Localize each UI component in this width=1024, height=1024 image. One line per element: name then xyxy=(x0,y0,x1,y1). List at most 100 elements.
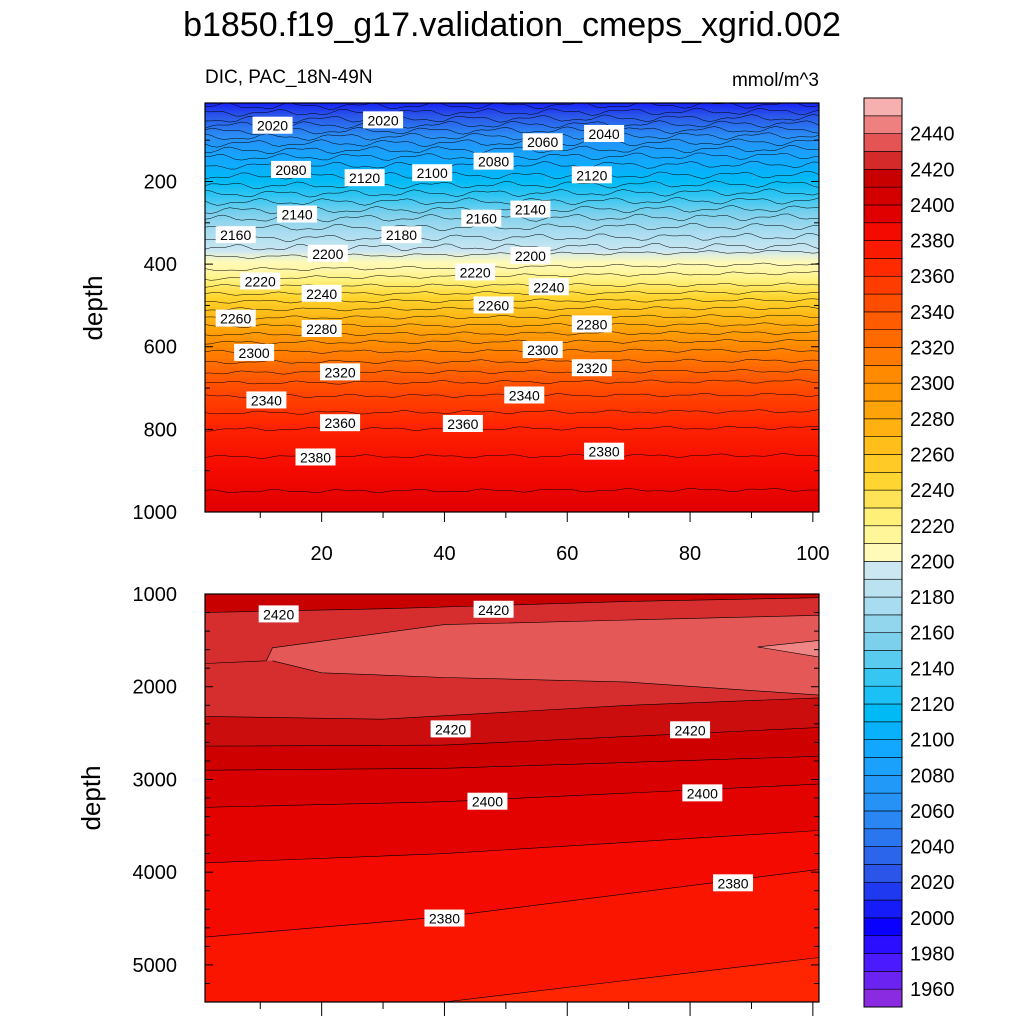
top-contour-line xyxy=(205,132,819,141)
top-contour-line xyxy=(205,409,819,415)
bottom-y-tick-label: 5000 xyxy=(133,955,178,977)
bottom-y-axis-label: depth xyxy=(76,765,106,830)
top-contour-label: 2140 xyxy=(277,205,318,223)
bottom-axes: 1000 2000 3000 4000 5000 xyxy=(133,584,819,1016)
top-contour-label-text: 2260 xyxy=(478,297,509,313)
top-contour-line xyxy=(205,271,819,281)
top-contour-line xyxy=(205,103,819,110)
top-contour-line xyxy=(205,426,819,432)
colorbar-box xyxy=(863,240,903,259)
colorbar-tick-label: 2000 xyxy=(910,908,955,930)
colorbar-box xyxy=(863,382,903,402)
bottom-contour-label-text: 2380 xyxy=(717,875,748,891)
top-contour-label-text: 2300 xyxy=(239,345,270,361)
colorbar-box xyxy=(863,846,903,865)
top-contour-line xyxy=(205,369,819,375)
colorbar-box xyxy=(863,988,903,1008)
top-contour-label-box xyxy=(528,278,569,296)
top-contour-label: 2240 xyxy=(528,278,569,296)
top-contour-label-box xyxy=(301,284,342,302)
colorbar-box xyxy=(863,971,903,990)
colorbar-box xyxy=(863,668,903,687)
top-contour-label: 2300 xyxy=(522,341,563,359)
top-contour-label-box xyxy=(510,200,551,218)
top-contour-label-text: 2280 xyxy=(306,321,337,337)
top-contour-label-text: 2340 xyxy=(251,392,282,408)
colorbar-tick-label: 2180 xyxy=(910,587,955,609)
colorbar-box xyxy=(863,828,903,847)
top-contour-line xyxy=(205,107,819,117)
bottom-filled-contours xyxy=(205,594,819,1002)
top-contour-label-text: 2020 xyxy=(367,112,398,128)
bottom-panel: 2420 2420 2420 2420 2400 2400 2380 2380 1000 200… xyxy=(76,584,820,1016)
bottom-contour-label-box xyxy=(424,909,465,927)
bottom-contour-label: 2380 xyxy=(713,874,754,892)
top-contour-label-text: 2040 xyxy=(589,126,620,142)
colorbar-box xyxy=(863,471,903,491)
top-contour-label-text: 2320 xyxy=(325,364,356,380)
top-contour-label-box xyxy=(240,272,281,290)
top-contour-label-box xyxy=(215,309,256,327)
top-contour-label: 2140 xyxy=(510,200,551,218)
top-fill-band xyxy=(205,509,819,512)
colorbar-tick-label: 2420 xyxy=(910,159,955,181)
colorbar-box xyxy=(863,222,903,241)
top-contour-label-text: 2240 xyxy=(306,286,337,302)
colorbar-box xyxy=(863,525,903,544)
bottom-contour-line xyxy=(205,615,819,664)
top-contour-line xyxy=(205,339,819,345)
bottom-contour-line xyxy=(444,957,819,1002)
top-contour-label-text: 2240 xyxy=(533,279,564,295)
colorbar: 1960 1980 2000 2020 2040 2060 2080 2100 2120 2140… xyxy=(863,97,955,1008)
colorbar-tick-label: 2300 xyxy=(910,373,955,395)
bottom-y-tick-label: 1000 xyxy=(133,584,178,606)
colorbar-tick-label: 2040 xyxy=(910,837,955,859)
top-contour-label: 2260 xyxy=(215,309,256,327)
top-y-tick-label: 400 xyxy=(144,254,177,276)
colorbar-tick-label: 2260 xyxy=(910,444,955,466)
top-contour-line xyxy=(205,379,819,385)
colorbar-box xyxy=(863,293,903,313)
top-y-tick-label: 1000 xyxy=(133,502,178,524)
colorbar-box xyxy=(863,436,903,455)
top-contour-label: 2340 xyxy=(246,391,287,409)
colorbar-tick-label: 1980 xyxy=(910,944,955,966)
top-contour-label-text: 2360 xyxy=(447,416,478,432)
units-label: mmol/m^3 xyxy=(732,70,819,91)
top-contour-label: 2120 xyxy=(571,166,612,184)
colorbar-tick-label: 2360 xyxy=(910,266,955,288)
top-x-tick-label: 80 xyxy=(679,543,701,565)
bottom-contour-label-text: 2420 xyxy=(674,722,705,738)
top-contour-label: 2080 xyxy=(270,160,311,178)
colorbar-box xyxy=(863,418,903,437)
top-contour-label: 2320 xyxy=(320,363,361,381)
top-contour-label-text: 2100 xyxy=(417,165,448,181)
top-contour-label-text: 2220 xyxy=(460,264,491,280)
colorbar-tick-label: 1960 xyxy=(910,979,955,1001)
top-contour-label-box xyxy=(522,341,563,359)
colorbar-frame xyxy=(863,97,903,1008)
top-contour-label: 2280 xyxy=(571,315,612,333)
top-contour-label-text: 2180 xyxy=(386,227,417,243)
top-contour-label-box xyxy=(363,111,404,129)
bottom-contour-label-text: 2420 xyxy=(263,606,294,622)
bottom-contour-label: 2420 xyxy=(670,721,711,739)
colorbar-box xyxy=(863,347,903,366)
colorbar-tick-label: 2280 xyxy=(910,409,955,431)
colorbar-box xyxy=(863,454,903,473)
colorbar-tick-label: 2340 xyxy=(910,302,955,324)
top-contour-label: 2360 xyxy=(442,415,483,433)
top-contour-label-box xyxy=(270,160,311,178)
top-contour-label: 2160 xyxy=(461,209,502,227)
top-contour-label: 2080 xyxy=(473,152,514,170)
colorbar-box xyxy=(863,899,903,919)
top-contour-label-text: 2280 xyxy=(576,316,607,332)
colorbar-box xyxy=(863,703,903,723)
colorbar-tick-label: 2120 xyxy=(910,694,955,716)
top-y-tick-label: 600 xyxy=(144,337,177,359)
top-contour-label-box xyxy=(295,448,336,466)
bottom-contour-line xyxy=(272,660,819,696)
top-contour-label-text: 2080 xyxy=(275,162,306,178)
top-contour-label: 2100 xyxy=(412,164,453,182)
